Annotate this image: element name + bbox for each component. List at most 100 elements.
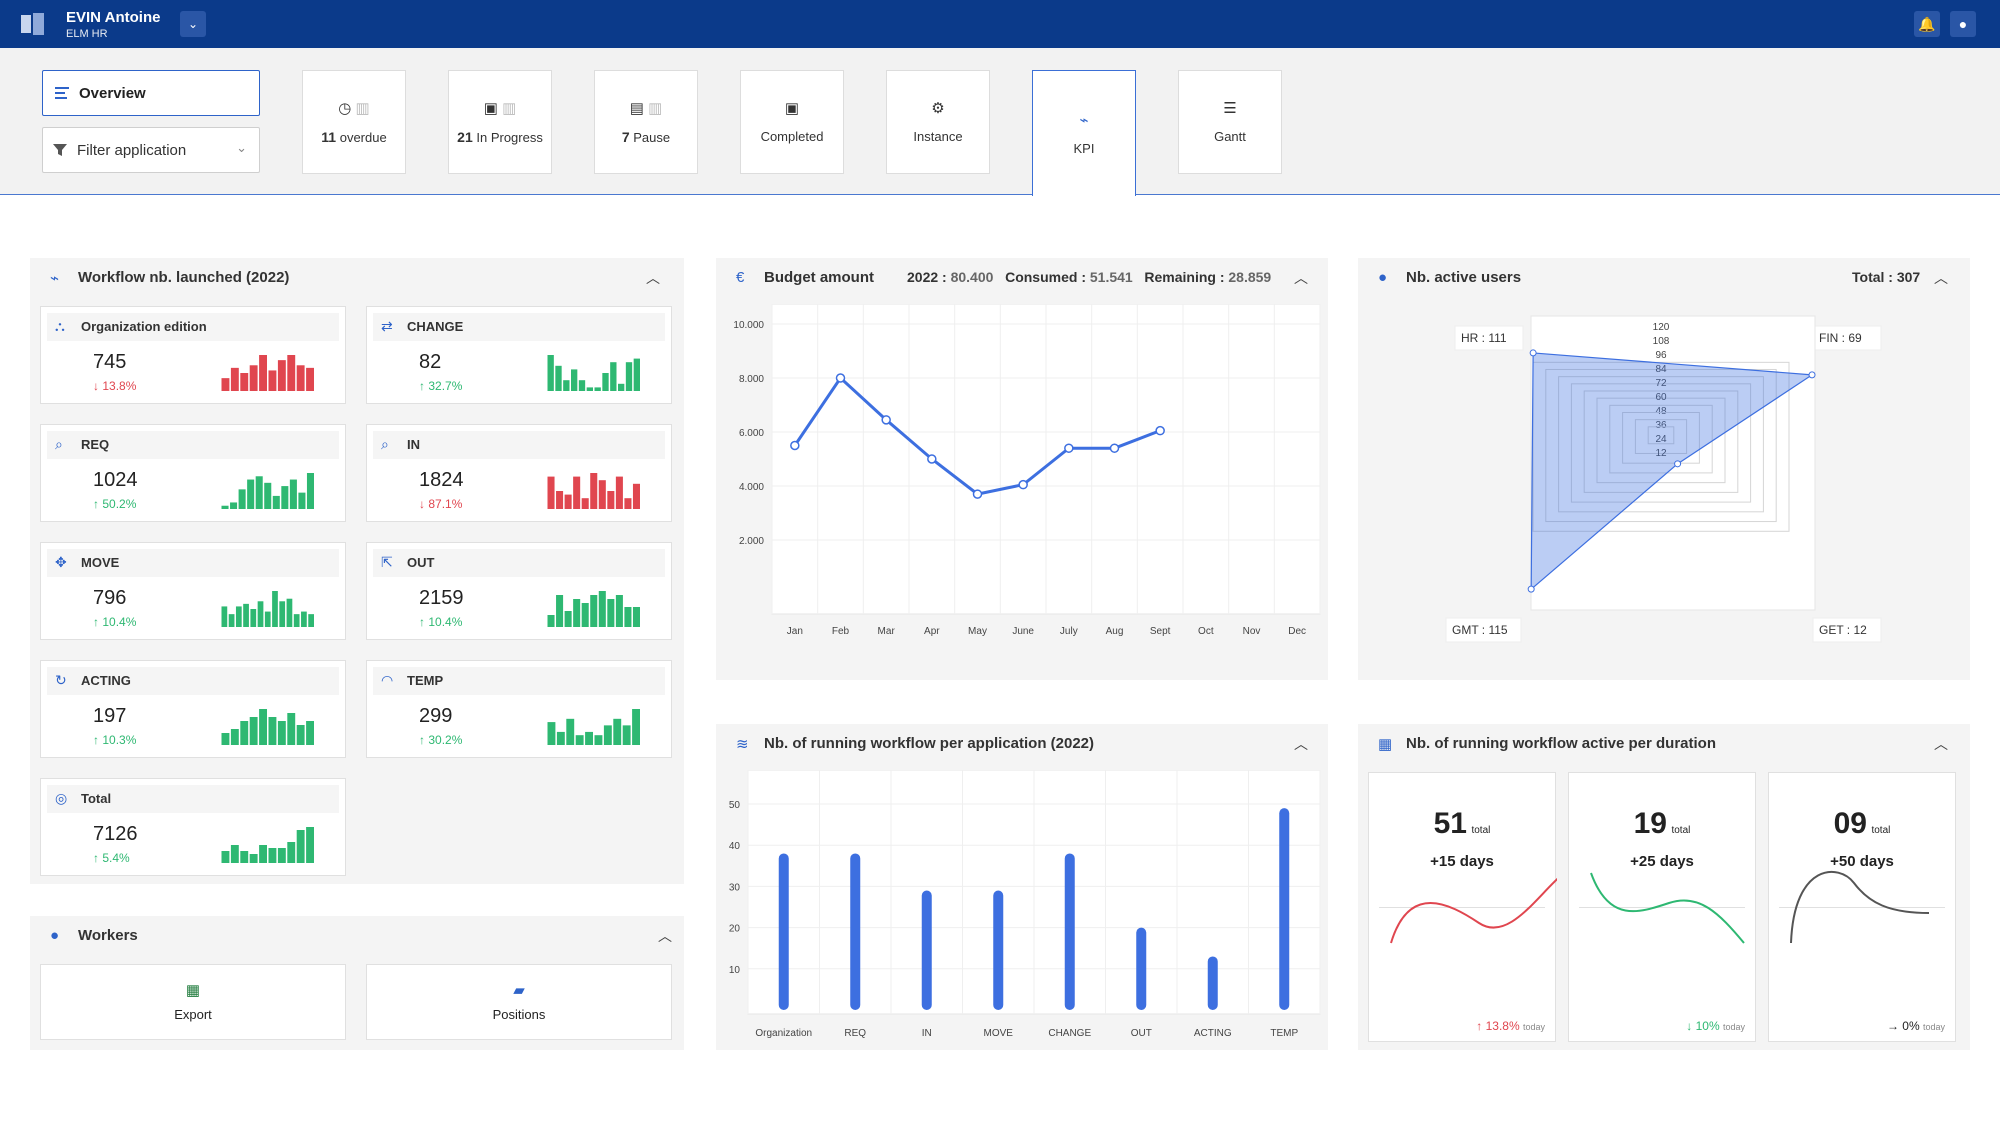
radar-ring-label: 108: [1653, 336, 1670, 347]
external-link-icon: ⇱: [381, 554, 393, 570]
sparkline-bar: [301, 611, 307, 627]
duration-curve-chart: [1390, 877, 1557, 944]
running-workflow-panel: ≋ Nb. of running workflow per applicatio…: [716, 724, 1328, 1050]
tab-count: 21: [457, 129, 473, 145]
bell-icon: 🔔: [1918, 16, 1936, 32]
radar-ring-label: 60: [1655, 392, 1667, 403]
running-bar-chart: 10 20 30 40 50 Organization REQ IN MOVE CHANGE OUT…: [729, 770, 1321, 1039]
duration-card[interactable]: 19 total +25 days ↓ 10% today: [1568, 772, 1756, 1042]
sparkline-chart: [221, 473, 314, 509]
user-icon: ●: [1378, 269, 1388, 286]
workflow-card[interactable]: ⌕ IN 1824 ↓ 87.1%: [366, 424, 672, 522]
sparkline-bar: [230, 845, 239, 863]
tab-in-progress[interactable]: ▣ ▥ 21 In Progress: [448, 70, 552, 174]
sparkline-bar: [277, 721, 286, 745]
tab-gantt[interactable]: ☰ Gantt: [1178, 70, 1282, 174]
duration-curve: [1390, 877, 1557, 944]
y-tick-label: 6.000: [739, 428, 764, 439]
collapse-button[interactable]: ︿: [1294, 270, 1308, 286]
duration-card[interactable]: 09 total +50 days → 0% today: [1768, 772, 1956, 1042]
notifications-button[interactable]: 🔔: [1914, 11, 1940, 37]
workflow-card[interactable]: ✥ MOVE 796 ↑ 10.4%: [40, 542, 346, 640]
filter-icon: [53, 144, 67, 156]
tab-overdue[interactable]: ◷ ▥ 11 overdue: [302, 70, 406, 174]
workers-panel: ● Workers ︿ ▦ Export ▰ Positions: [30, 916, 684, 1050]
duration-unit: total: [1471, 825, 1491, 836]
sparkline-chart: [221, 827, 314, 863]
x-tick-label: July: [1060, 626, 1078, 637]
collapse-button[interactable]: ︿: [646, 270, 660, 286]
card-delta: 30.2%: [428, 733, 463, 747]
duration-value: 19: [1633, 807, 1667, 840]
export-button[interactable]: ▦ Export: [40, 964, 346, 1040]
y-tick-label: 20: [729, 924, 741, 935]
sparkline-bar: [249, 717, 258, 745]
sparkline-bar: [289, 479, 297, 509]
workflow-card[interactable]: ↻ ACTING 197 ↑ 10.3%: [40, 660, 346, 758]
sparkline-bar: [259, 709, 267, 745]
tab-label: Completed: [760, 129, 824, 144]
collapse-button[interactable]: ︿: [1294, 736, 1308, 752]
radar-ring-label: 120: [1653, 322, 1670, 333]
sparkline-bar: [625, 362, 633, 391]
briefcase-icon: ▰: [513, 982, 525, 999]
account-button[interactable]: ●: [1950, 11, 1976, 37]
sparkline-bar: [547, 476, 555, 509]
clock-icon: ◷ ▥: [338, 100, 370, 117]
tab-completed[interactable]: ▣ Completed: [740, 70, 844, 174]
filter-application-select[interactable]: Filter application ⌄: [42, 127, 260, 173]
sparkline-bar: [268, 848, 277, 863]
card-value: 197: [93, 705, 127, 727]
sparkline-bar: [240, 721, 249, 745]
sparkline-bar: [296, 365, 305, 391]
sparkline-bar: [249, 365, 258, 391]
radar-ring-label: 12: [1655, 448, 1667, 459]
svg-text:GET : 12: GET : 12: [1819, 623, 1867, 637]
collapse-button[interactable]: ︿: [658, 928, 672, 944]
duration-card[interactable]: 51 total +15 days ↑ 13.8% today: [1368, 772, 1557, 1042]
sparkline-bar: [221, 505, 229, 509]
x-tick-label: Aug: [1106, 626, 1124, 637]
budget-line-chart: 2.000 4.000 6.000 8.000 10.000 Jan Feb Mar Apr Ma…: [733, 304, 1321, 637]
radar-corner-label: HR : 111: [1454, 325, 1524, 351]
sparkline-bar: [240, 851, 249, 863]
workflow-card[interactable]: ⛬ Organization edition 745 ↓ 13.8%: [40, 306, 346, 404]
collapse-button[interactable]: ︿: [1934, 270, 1948, 286]
sparkline-bar: [602, 373, 609, 391]
sparkline-bar: [563, 380, 570, 391]
bar: [778, 853, 789, 1010]
divider: [1379, 907, 1545, 908]
collapse-button[interactable]: ︿: [1934, 736, 1948, 752]
x-tick-label: ACTING: [1194, 1028, 1232, 1039]
x-tick-label: Sept: [1150, 626, 1171, 637]
sparkline-bar: [556, 595, 564, 627]
positions-label: Positions: [492, 1007, 546, 1022]
consumed-label: Consumed :: [1005, 269, 1086, 285]
workflow-card[interactable]: ◎ Total 7126 ↑ 5.4%: [40, 778, 346, 876]
duration-period: +25 days: [1630, 853, 1694, 870]
card-title: MOVE: [81, 555, 120, 570]
sparkline-bar: [573, 476, 581, 509]
duration-delta: 10%: [1695, 1019, 1720, 1033]
sparkline-bar: [594, 387, 601, 391]
positions-button[interactable]: ▰ Positions: [366, 964, 672, 1040]
sparkline-bar: [581, 498, 589, 509]
workflow-card[interactable]: ⌕ REQ 1024 ↑ 50.2%: [40, 424, 346, 522]
tab-pause[interactable]: ▤ ▥ 7 Pause: [594, 70, 698, 174]
user-menu-button[interactable]: ⌄: [180, 11, 206, 37]
card-delta: 32.7%: [428, 379, 463, 393]
sparkline-bar: [296, 725, 305, 745]
workflow-card[interactable]: ⇱ OUT 2159 ↑ 10.4%: [366, 542, 672, 640]
workflow-card[interactable]: ⇄ CHANGE 82 ↑ 32.7%: [366, 306, 672, 404]
sparkline-bar: [235, 606, 242, 627]
tab-instance[interactable]: ⚙ Instance: [886, 70, 990, 174]
overview-button[interactable]: Overview: [42, 70, 260, 116]
euro-icon: €: [736, 269, 745, 286]
trend-arrow-icon: ↓: [1686, 1019, 1693, 1033]
sparkline-bar: [564, 494, 572, 509]
radar-ring-label: 96: [1655, 350, 1667, 361]
tab-kpi[interactable]: ⌁ KPI: [1032, 70, 1136, 196]
sparkline-bar: [578, 380, 586, 391]
workflow-card[interactable]: ◠ TEMP 299 ↑ 30.2%: [366, 660, 672, 758]
sparkline-bar: [264, 611, 271, 627]
